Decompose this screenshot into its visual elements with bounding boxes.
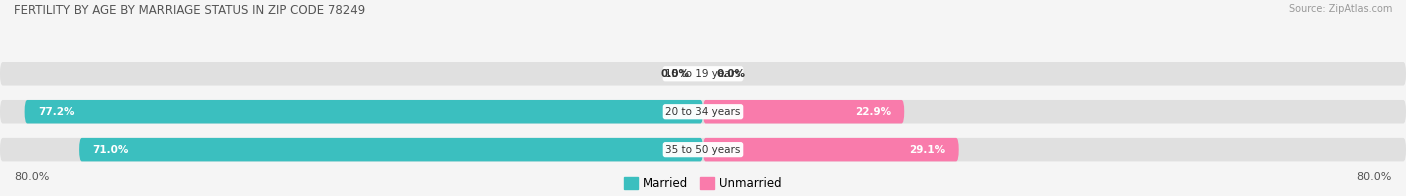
FancyBboxPatch shape [79,138,703,162]
Text: 80.0%: 80.0% [1357,172,1392,182]
Text: 0.0%: 0.0% [716,69,745,79]
Text: 77.2%: 77.2% [38,107,75,117]
FancyBboxPatch shape [703,100,904,123]
FancyBboxPatch shape [0,100,1406,123]
Text: 22.9%: 22.9% [855,107,891,117]
Text: Source: ZipAtlas.com: Source: ZipAtlas.com [1288,4,1392,14]
Text: 0.0%: 0.0% [661,69,690,79]
Text: 29.1%: 29.1% [910,145,945,155]
Text: 20 to 34 years: 20 to 34 years [665,107,741,117]
Text: FERTILITY BY AGE BY MARRIAGE STATUS IN ZIP CODE 78249: FERTILITY BY AGE BY MARRIAGE STATUS IN Z… [14,4,366,17]
Legend: Married, Unmarried: Married, Unmarried [624,177,782,190]
Text: 35 to 50 years: 35 to 50 years [665,145,741,155]
FancyBboxPatch shape [703,138,959,162]
FancyBboxPatch shape [0,62,1406,85]
Text: 71.0%: 71.0% [93,145,128,155]
Text: 80.0%: 80.0% [14,172,49,182]
Text: 15 to 19 years: 15 to 19 years [665,69,741,79]
FancyBboxPatch shape [25,100,703,123]
FancyBboxPatch shape [0,138,1406,162]
